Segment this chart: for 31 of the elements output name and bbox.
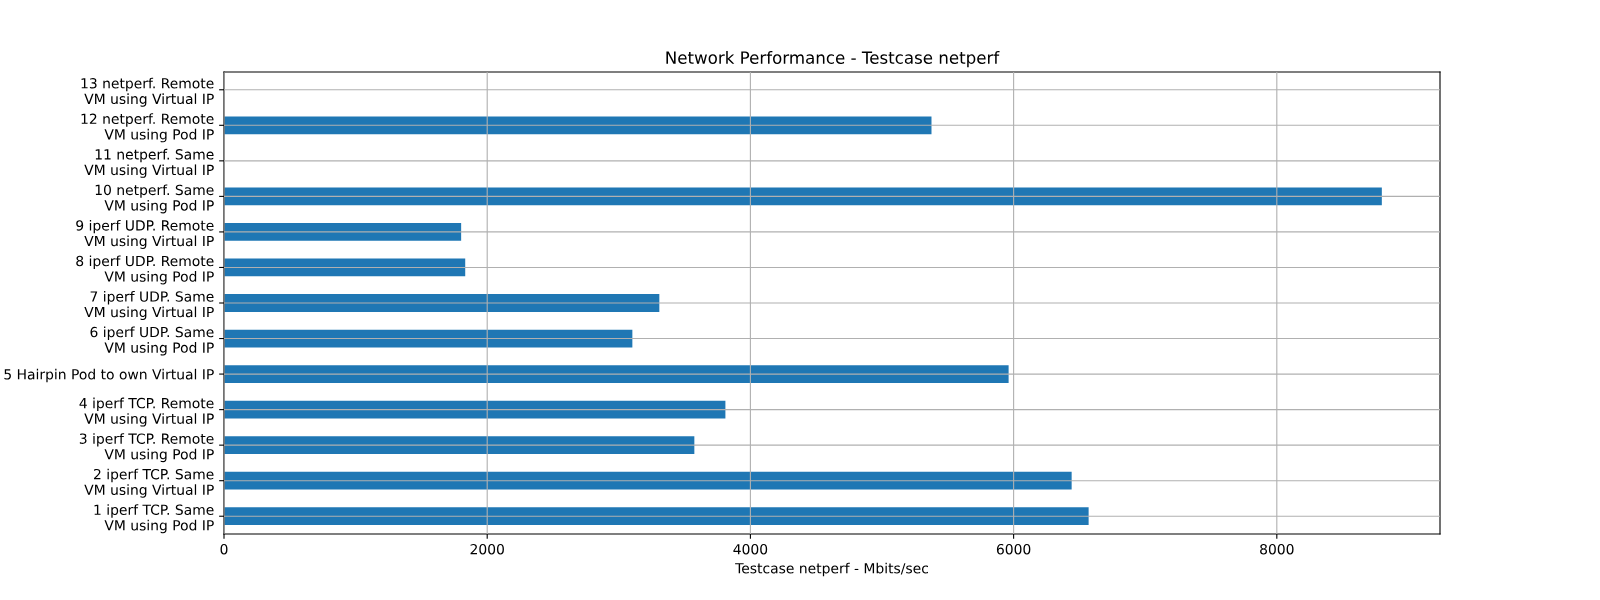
y-tick-label: 9 iperf UDP. Remote VM using Virtual IP [76, 219, 214, 249]
x-tick-label: 2000 [470, 543, 504, 555]
x-axis-title: Testcase netperf - Mbits/sec [735, 562, 928, 577]
bar [224, 400, 726, 419]
y-tick-label: 2 iperf TCP. Same VM using Virtual IP [84, 468, 214, 498]
y-tick-label: 12 netperf. Remote VM using Pod IP [81, 113, 214, 143]
y-tick-label: 13 netperf. Remote VM using Virtual IP [81, 77, 214, 107]
bar [224, 507, 1089, 526]
x-tick-label: 8000 [1260, 543, 1294, 555]
bar [224, 436, 695, 455]
bar [224, 294, 660, 312]
y-tick-label: 5 Hairpin Pod to own Virtual IP [4, 368, 214, 383]
bar [224, 187, 1382, 206]
x-tick-label: 4000 [733, 543, 768, 555]
x-tick-label: 6000 [996, 543, 1031, 555]
y-tick-label: 10 netperf. Same VM using Pod IP [95, 184, 214, 214]
y-tick-label: 7 iperf UDP. Same VM using Virtual IP [84, 291, 214, 320]
bar [224, 365, 1009, 383]
y-tick-label: 4 iperf TCP. Remote VM using Virtual IP [79, 397, 214, 427]
chart-title: Network Performance - Testcase netperf [666, 51, 1000, 68]
bar [224, 471, 1072, 490]
y-tick-label: 1 iperf TCP. Same VM using Pod IP [94, 504, 214, 534]
bar [224, 116, 932, 135]
x-tick-label: 0 [220, 543, 228, 555]
y-tick-label: 6 iperf UDP. Same VM using Pod IP [90, 326, 214, 356]
y-tick-label: 8 iperf UDP. Remote VM using Pod IP [76, 255, 214, 285]
bar [224, 329, 633, 348]
y-tick-label: 11 netperf. Same VM using Virtual IP [84, 148, 214, 178]
bar [224, 258, 466, 277]
y-tick-label: 3 iperf TCP. Remote VM using Pod IP [79, 433, 214, 463]
bar [224, 223, 462, 241]
